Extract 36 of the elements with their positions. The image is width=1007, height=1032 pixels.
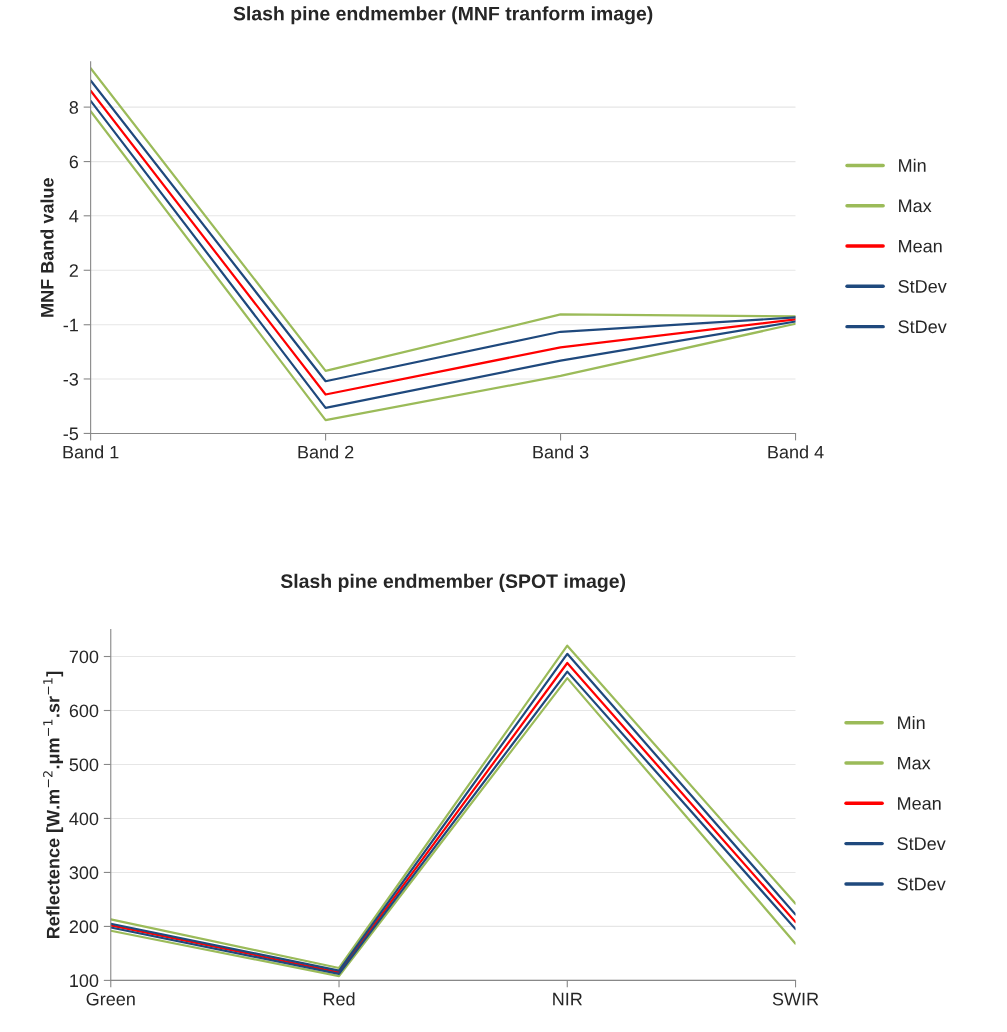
chart-title: Slash pine endmember (MNF tranform image) <box>233 6 653 25</box>
y-tick-label: 300 <box>69 866 99 880</box>
y-tick-label: 2 <box>69 264 78 277</box>
y-tick-label: 400 <box>69 812 99 826</box>
y-tick-label: 6 <box>69 155 79 169</box>
legend-label: StDev <box>897 837 946 851</box>
y-tick-label: 4 <box>69 209 79 223</box>
y-axis-title: MNF Band value <box>40 178 54 317</box>
legend-label: StDev <box>898 320 947 334</box>
x-tick-label: Band 4 <box>768 445 824 459</box>
y-tick-label: 700 <box>69 650 99 664</box>
y-tick-label: -3 <box>63 372 79 386</box>
x-tick-label: Red <box>323 992 355 1006</box>
legend-label: Min <box>899 158 926 172</box>
y-tick-label: 600 <box>69 704 99 718</box>
y-tick-label: 8 <box>69 101 79 114</box>
legend-label: StDev <box>898 280 947 293</box>
legend-label: Max <box>898 756 931 770</box>
legend-label: Max <box>899 199 932 213</box>
x-tick-label: Band 3 <box>533 445 589 459</box>
legend-label: Mean <box>898 797 941 810</box>
x-tick-label: Band 1 <box>63 445 119 459</box>
x-tick-label: Band 2 <box>298 445 354 459</box>
legend-label: Mean <box>899 239 942 253</box>
y-tick-label: 200 <box>69 920 99 934</box>
y-tick-label: 500 <box>69 758 99 772</box>
legend-label: Min <box>898 715 925 730</box>
x-tick-label: Green <box>86 992 135 1006</box>
y-axis-title: Reflectence [W.m$^{−2}$.μm$^{−1}$.sr$^{−1}$] <box>43 671 64 939</box>
y-tick-label: -1 <box>63 318 78 332</box>
x-tick-label: NIR <box>553 992 582 1006</box>
chart-title: Slash pine endmember (SPOT image) <box>280 573 626 592</box>
y-tick-label: 100 <box>70 974 99 988</box>
legend-label: StDev <box>897 877 946 891</box>
y-tick-label: -5 <box>63 427 79 441</box>
x-tick-label: SWIR <box>772 992 819 1006</box>
